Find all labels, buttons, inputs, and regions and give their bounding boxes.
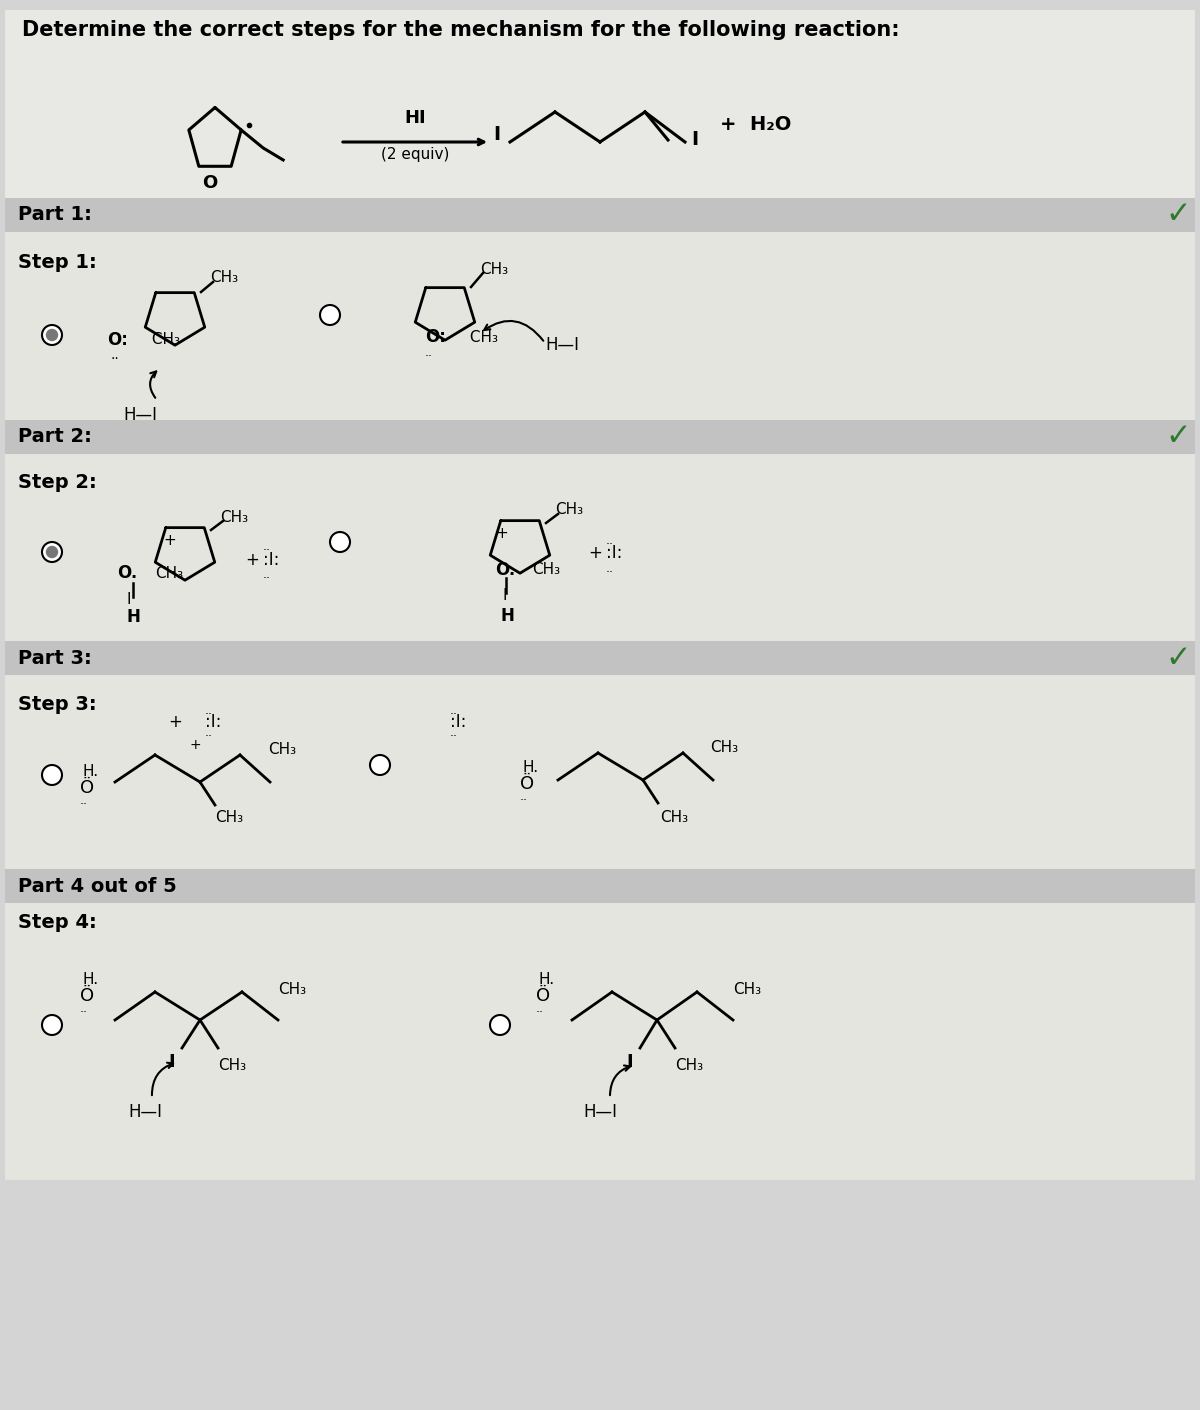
Circle shape: [47, 330, 58, 340]
Text: ..: ..: [205, 704, 214, 716]
Bar: [5, 197, 1195, 233]
Text: Ö: Ö: [80, 987, 94, 1005]
Text: I: I: [691, 130, 698, 149]
Text: ✓: ✓: [1165, 200, 1190, 230]
Circle shape: [42, 324, 62, 345]
Text: +: +: [245, 551, 259, 570]
Bar: [5, 453, 1195, 650]
Text: H.: H.: [82, 764, 98, 780]
Text: ..: ..: [450, 704, 458, 716]
Text: Determine the correct steps for the mechanism for the following reaction:: Determine the correct steps for the mech…: [22, 20, 900, 39]
Text: H—I: H—I: [583, 1103, 617, 1121]
Text: O.: O.: [496, 561, 515, 580]
Text: CH₃: CH₃: [554, 502, 583, 517]
Text: CH₃: CH₃: [215, 811, 244, 825]
Text: CH₃: CH₃: [155, 565, 184, 581]
Bar: [5, 233, 1195, 430]
Text: CH₃: CH₃: [466, 330, 498, 344]
Circle shape: [330, 532, 350, 551]
Text: H.: H.: [522, 760, 538, 774]
Text: ..: ..: [520, 790, 528, 802]
Text: +: +: [163, 533, 176, 548]
Text: (2 equiv): (2 equiv): [380, 148, 449, 162]
Circle shape: [47, 547, 58, 557]
Text: CH₃: CH₃: [220, 509, 248, 525]
Text: ..: ..: [110, 348, 119, 362]
Circle shape: [42, 766, 62, 785]
Text: Step 1:: Step 1:: [18, 252, 97, 272]
Text: +  H₂O: + H₂O: [720, 116, 791, 134]
Text: Part 4 out of 5: Part 4 out of 5: [18, 877, 176, 895]
Text: Part 1:: Part 1:: [18, 206, 92, 224]
Text: I: I: [127, 592, 132, 608]
Bar: [5, 642, 1195, 675]
Text: ..: ..: [263, 568, 271, 581]
Text: Part 2:: Part 2:: [18, 427, 92, 447]
Text: ..: ..: [606, 533, 614, 547]
Circle shape: [320, 305, 340, 324]
Text: O:: O:: [425, 329, 446, 345]
Circle shape: [42, 1015, 62, 1035]
Text: Ö: Ö: [536, 987, 550, 1005]
Text: Ö: Ö: [80, 778, 94, 797]
Text: H: H: [500, 606, 514, 625]
Text: ..: ..: [606, 561, 614, 574]
Text: ✓: ✓: [1165, 643, 1190, 673]
Text: CH₃: CH₃: [210, 271, 238, 285]
Text: H.: H.: [538, 973, 554, 987]
Text: ..: ..: [536, 1001, 544, 1015]
Text: :I:: :I:: [450, 713, 467, 730]
Text: Ö: Ö: [520, 776, 534, 792]
Text: +: +: [588, 544, 602, 563]
Text: HI: HI: [404, 109, 426, 127]
Text: CH₃: CH₃: [532, 563, 560, 578]
Text: ..: ..: [80, 1001, 88, 1015]
Circle shape: [370, 754, 390, 776]
Text: CH₃: CH₃: [674, 1058, 703, 1073]
Text: +: +: [190, 737, 200, 752]
Text: I: I: [626, 1053, 634, 1072]
Text: CH₃: CH₃: [660, 809, 688, 825]
Text: CH₃: CH₃: [480, 262, 508, 278]
Circle shape: [490, 1015, 510, 1035]
Text: Step 4:: Step 4:: [18, 912, 97, 932]
Text: +: +: [496, 526, 509, 541]
Text: ✓: ✓: [1165, 423, 1190, 451]
Text: H—I: H—I: [124, 406, 157, 424]
Text: CH₃: CH₃: [148, 333, 180, 347]
Text: ..: ..: [80, 794, 88, 807]
Text: I: I: [493, 125, 500, 144]
Text: Step 2:: Step 2:: [18, 472, 97, 492]
Text: I: I: [502, 588, 506, 603]
Text: H.: H.: [82, 973, 98, 987]
Text: ..: ..: [205, 726, 214, 739]
Text: ..: ..: [450, 726, 458, 739]
Text: O:: O:: [107, 331, 128, 350]
Text: H—I: H—I: [128, 1103, 162, 1121]
Text: CH₃: CH₃: [278, 983, 306, 997]
Bar: [5, 10, 1195, 210]
Text: CH₃: CH₃: [733, 983, 761, 997]
Text: :I:: :I:: [606, 544, 623, 563]
Bar: [5, 420, 1195, 454]
Text: ..: ..: [425, 347, 433, 360]
Text: CH₃: CH₃: [218, 1058, 246, 1073]
Text: CH₃: CH₃: [710, 740, 738, 756]
Bar: [5, 869, 1195, 902]
Bar: [5, 902, 1195, 1180]
Text: H—I: H—I: [545, 336, 580, 354]
Text: ..: ..: [263, 540, 271, 554]
Bar: [5, 674, 1195, 880]
Text: CH₃: CH₃: [268, 743, 296, 757]
Text: :I:: :I:: [263, 551, 280, 570]
Text: O.: O.: [118, 564, 137, 582]
Text: Part 3:: Part 3:: [18, 649, 91, 667]
Text: :I:: :I:: [205, 713, 221, 730]
Text: O: O: [203, 173, 217, 192]
Circle shape: [42, 541, 62, 563]
Text: I: I: [169, 1053, 175, 1072]
Text: Step 3:: Step 3:: [18, 695, 97, 713]
Text: H: H: [127, 608, 140, 626]
Text: +: +: [168, 713, 182, 730]
